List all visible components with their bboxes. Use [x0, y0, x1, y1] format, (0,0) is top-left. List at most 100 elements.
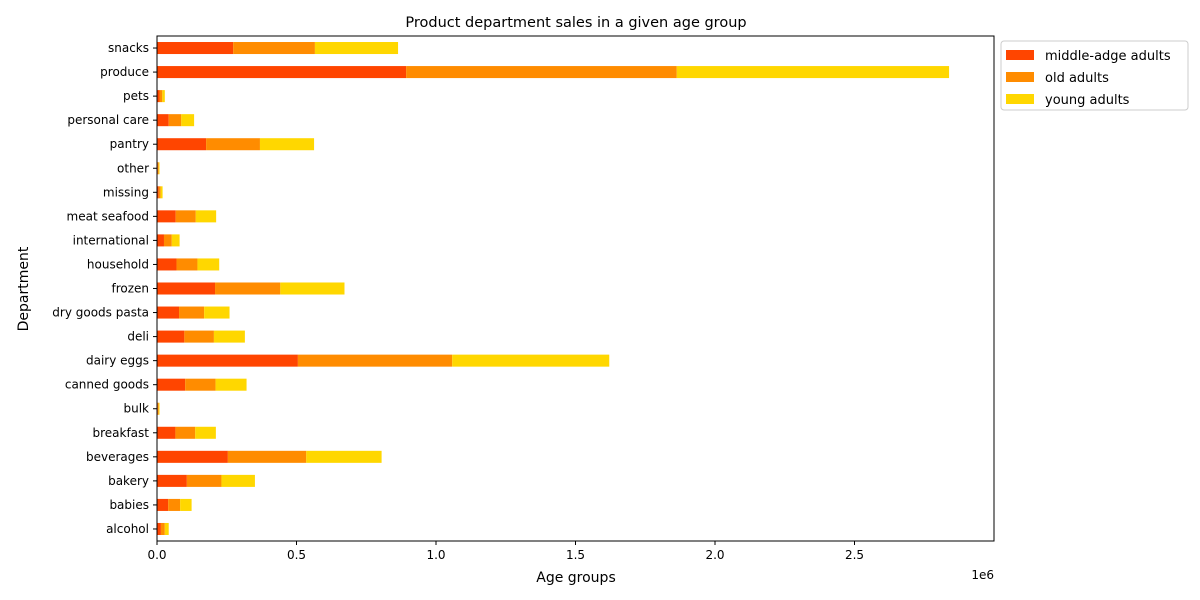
y-tick-label: canned goods — [65, 378, 149, 392]
bar-produce-series-0 — [157, 66, 407, 79]
chart-title: Product department sales in a given age … — [405, 15, 746, 31]
bar-babies-series-2 — [180, 498, 192, 511]
bar-canned-goods-series-0 — [157, 378, 186, 391]
x-tick-label: 2.0 — [705, 548, 724, 562]
bar-deli-series-2 — [213, 330, 245, 343]
bar-bakery-series-0 — [157, 474, 187, 487]
bar-meat-seafood-series-2 — [195, 210, 217, 223]
legend-swatch — [1006, 50, 1034, 60]
y-tick-label: pantry — [110, 137, 149, 151]
x-tick-label: 0.5 — [287, 548, 306, 562]
bar-beverages-series-2 — [306, 450, 382, 463]
y-tick-label: babies — [109, 498, 149, 512]
bar-pets-series-2 — [162, 90, 165, 103]
bar-international-series-0 — [157, 234, 164, 247]
legend-label: young adults — [1045, 93, 1130, 108]
legend-label: old adults — [1045, 71, 1109, 86]
bar-alcohol-series-2 — [164, 522, 169, 535]
bar-pantry-series-1 — [206, 138, 260, 151]
y-tick-label: frozen — [111, 282, 149, 296]
bar-alcohol-series-1 — [160, 522, 165, 535]
x-axis-offset-label: 1e6 — [971, 568, 994, 582]
x-tick-label: 2.5 — [845, 548, 864, 562]
x-tick-label: 1.5 — [566, 548, 585, 562]
bar-canned-goods-series-1 — [185, 378, 216, 391]
y-tick-label: pets — [123, 89, 149, 103]
bar-international-series-2 — [171, 234, 180, 247]
y-tick-label: other — [117, 161, 149, 175]
bar-snacks-series-1 — [233, 42, 315, 55]
bar-beverages-series-1 — [227, 450, 307, 463]
bar-meat-seafood-series-1 — [175, 210, 196, 223]
y-tick-label: dry goods pasta — [52, 306, 149, 320]
y-tick-label: international — [73, 233, 149, 247]
bar-frozen-series-1 — [215, 282, 281, 295]
y-tick-label: bakery — [108, 474, 149, 488]
bar-snacks-series-2 — [314, 42, 399, 55]
bar-dairy-eggs-series-0 — [157, 354, 298, 367]
bar-canned-goods-series-2 — [215, 378, 247, 391]
legend-swatch — [1006, 72, 1034, 82]
bar-frozen-series-2 — [280, 282, 345, 295]
bar-bulk-series-1 — [157, 402, 159, 415]
bar-missing-series-0 — [157, 186, 159, 199]
y-tick-label: deli — [127, 330, 149, 344]
bar-beverages-series-0 — [157, 450, 228, 463]
x-tick-label: 1.0 — [426, 548, 445, 562]
bar-produce-series-2 — [676, 66, 950, 79]
bar-dry-goods-pasta-series-1 — [179, 306, 205, 319]
y-tick-label: dairy eggs — [86, 354, 149, 368]
bar-babies-series-1 — [168, 498, 181, 511]
bar-personal-care-series-0 — [157, 114, 169, 127]
bar-personal-care-series-1 — [168, 114, 182, 127]
bar-deli-series-0 — [157, 330, 185, 343]
bar-personal-care-series-2 — [181, 114, 195, 127]
y-axis: alcohol babies bakery beverages breakfast bul… — [52, 41, 157, 536]
bar-household-series-0 — [157, 258, 177, 271]
y-tick-label: missing — [103, 185, 149, 199]
bar-dry-goods-pasta-series-2 — [204, 306, 230, 319]
bar-breakfast-series-1 — [175, 426, 196, 439]
bar-dairy-eggs-series-2 — [452, 354, 610, 367]
bar-missing-series-1 — [158, 186, 161, 199]
bar-breakfast-series-0 — [157, 426, 176, 439]
bar-bakery-series-1 — [186, 474, 222, 487]
y-tick-label: personal care — [67, 113, 149, 127]
bar-deli-series-1 — [184, 330, 214, 343]
legend: middle-adge adults old adults young adults — [1000, 40, 1189, 111]
y-tick-label: bulk — [123, 402, 149, 416]
bar-produce-series-1 — [406, 66, 677, 79]
bar-other-series-2 — [158, 162, 160, 175]
bar-dairy-eggs-series-1 — [297, 354, 453, 367]
legend-frame — [1000, 40, 1189, 111]
y-axis-label: Department — [16, 246, 32, 331]
bar-meat-seafood-series-0 — [157, 210, 176, 223]
bar-household-series-1 — [176, 258, 198, 271]
y-tick-label: meat seafood — [67, 209, 149, 223]
legend-label: middle-adge adults — [1045, 49, 1171, 64]
bar-breakfast-series-2 — [195, 426, 216, 439]
y-tick-label: alcohol — [106, 522, 149, 536]
y-tick-label: beverages — [86, 450, 149, 464]
x-axis-label: Age groups — [536, 570, 615, 586]
bar-pantry-series-2 — [259, 138, 315, 151]
bar-household-series-2 — [197, 258, 220, 271]
bars-group — [157, 42, 950, 535]
bar-alcohol-series-0 — [157, 522, 161, 535]
bar-international-series-1 — [163, 234, 172, 247]
bar-bakery-series-2 — [221, 474, 255, 487]
y-tick-label: household — [87, 257, 149, 271]
y-tick-label: breakfast — [92, 426, 149, 440]
bar-pets-series-0 — [157, 90, 160, 103]
x-tick-label: 0.0 — [147, 548, 166, 562]
bar-other-series-1 — [157, 162, 159, 175]
y-tick-label: snacks — [108, 41, 149, 55]
y-tick-label: produce — [100, 65, 149, 79]
bar-snacks-series-0 — [157, 42, 234, 55]
legend-swatch — [1006, 94, 1034, 104]
bar-frozen-series-0 — [157, 282, 216, 295]
bar-pets-series-1 — [159, 90, 163, 103]
bar-babies-series-0 — [157, 498, 169, 511]
x-axis: 0.0 0.5 1.0 1.5 2.0 2.5 — [147, 541, 864, 562]
